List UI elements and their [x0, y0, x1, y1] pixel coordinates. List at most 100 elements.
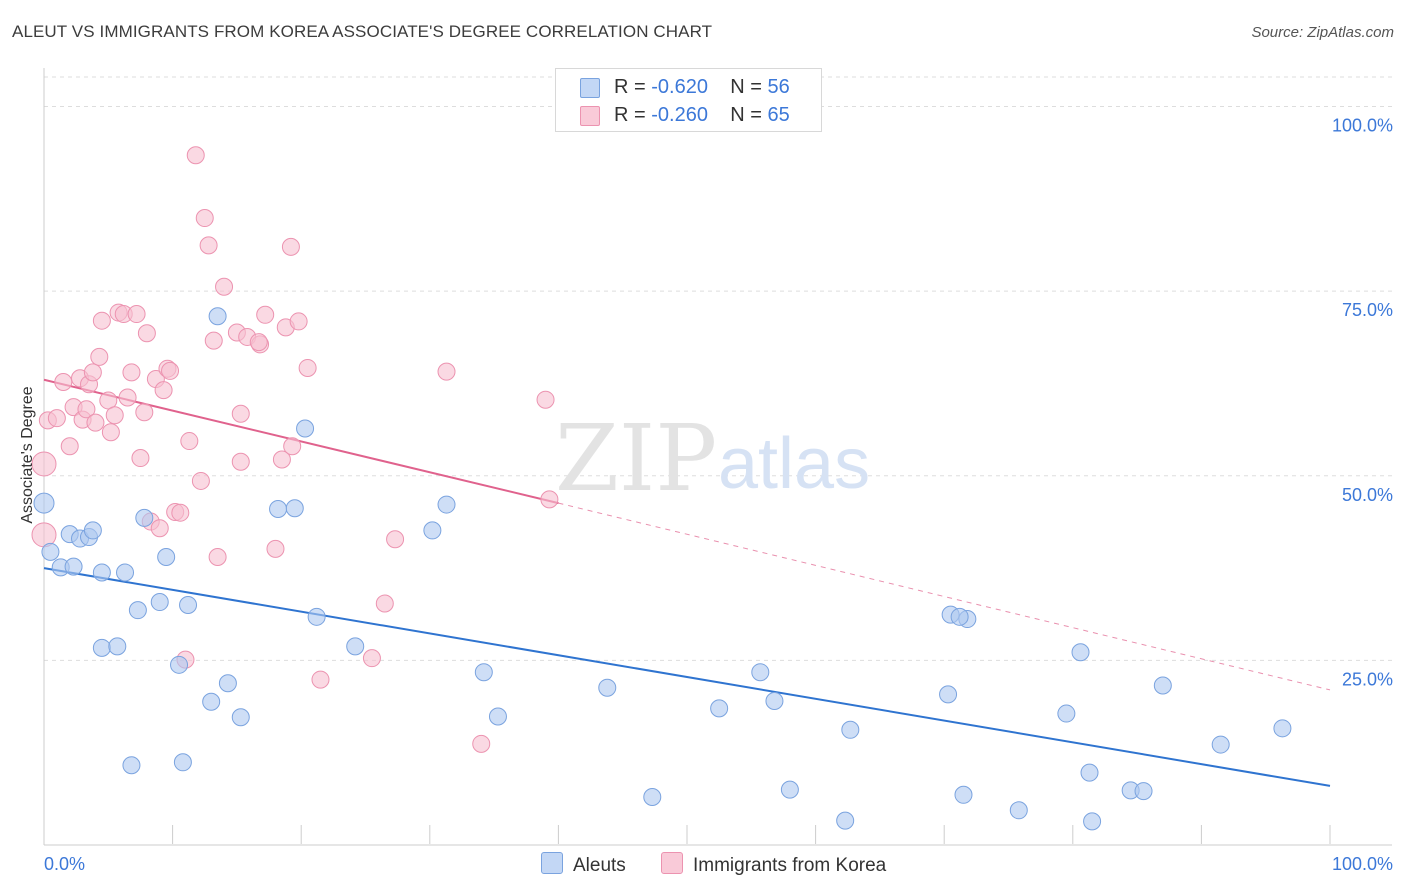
- data-point-aleuts: [83, 521, 102, 540]
- data-point-korea: [137, 324, 156, 343]
- series-aleuts: [33, 307, 1292, 831]
- data-point-korea: [289, 312, 308, 331]
- data-point-aleuts: [765, 692, 784, 710]
- data-point-aleuts: [218, 674, 237, 693]
- data-point-korea: [118, 388, 137, 407]
- data-point-korea: [86, 413, 105, 432]
- legend-n-value: 65: [767, 104, 790, 126]
- data-point-korea: [105, 406, 124, 425]
- data-point-korea: [204, 331, 223, 350]
- data-point-korea: [536, 390, 555, 409]
- data-point-korea: [281, 237, 300, 256]
- data-point-aleuts: [437, 495, 456, 514]
- data-point-aleuts: [1080, 763, 1099, 782]
- data-point-aleuts: [296, 419, 315, 438]
- data-point-aleuts: [116, 563, 135, 582]
- data-point-aleuts: [1071, 643, 1090, 662]
- watermark-zip: ZIP: [555, 405, 717, 512]
- trend-line-dashed: [558, 502, 1331, 691]
- legend-swatch-pink: [580, 106, 600, 126]
- data-point-korea: [199, 236, 218, 255]
- data-point-korea: [171, 503, 190, 522]
- y-tick-label: 100.0%: [1332, 116, 1393, 136]
- data-point-aleuts: [1211, 735, 1230, 754]
- data-point-aleuts: [751, 663, 770, 682]
- data-point-korea: [101, 423, 120, 442]
- data-point-aleuts: [1057, 704, 1076, 723]
- data-point-korea: [54, 372, 73, 391]
- data-point-aleuts: [179, 596, 198, 614]
- data-point-korea: [90, 347, 109, 366]
- data-point-aleuts: [108, 637, 127, 656]
- data-point-aleuts: [710, 699, 729, 718]
- data-point-aleuts: [150, 593, 169, 612]
- data-point-korea: [60, 437, 79, 456]
- data-point-aleuts: [474, 663, 493, 682]
- data-point-aleuts: [269, 500, 288, 518]
- data-point-korea: [186, 146, 205, 165]
- data-point-korea: [437, 362, 456, 381]
- data-point-aleuts: [33, 492, 55, 514]
- data-point-aleuts: [643, 788, 662, 806]
- data-point-korea: [249, 333, 268, 352]
- data-point-korea: [375, 594, 394, 613]
- data-point-aleuts: [939, 685, 958, 704]
- data-point-aleuts: [122, 756, 141, 775]
- data-point-aleuts: [346, 637, 365, 656]
- legend-r-label: R =: [614, 104, 652, 126]
- data-point-korea: [161, 361, 180, 380]
- data-point-korea: [92, 311, 111, 330]
- data-point-korea: [231, 404, 250, 423]
- data-point-korea: [131, 449, 150, 468]
- data-point-korea: [215, 277, 234, 296]
- data-point-korea: [283, 437, 302, 456]
- legend-r-label: R =: [614, 76, 652, 98]
- data-point-aleuts: [841, 720, 860, 739]
- series-immigrants-korea: [31, 146, 559, 753]
- stats-legend: R = -0.620 N = 56 R = -0.260 N = 65: [555, 68, 822, 132]
- data-point-aleuts: [598, 678, 617, 697]
- x-tick-label: 100.0%: [1332, 854, 1393, 874]
- legend-r-value: -0.620: [651, 76, 708, 98]
- watermark-atlas: atlas: [718, 424, 870, 504]
- legend-swatch-blue: [580, 78, 600, 98]
- data-point-korea: [154, 381, 173, 400]
- legend-n-value: 56: [767, 76, 790, 98]
- data-point-korea: [77, 400, 96, 419]
- data-point-korea: [386, 530, 405, 549]
- data-point-korea: [195, 209, 214, 228]
- data-point-aleuts: [64, 557, 83, 576]
- y-tick-label: 50.0%: [1342, 485, 1393, 505]
- data-point-aleuts: [950, 607, 969, 626]
- data-point-aleuts: [954, 785, 973, 804]
- legend-n-label: N =: [730, 76, 768, 98]
- data-point-aleuts: [157, 548, 176, 566]
- bottom-swatch-blue: [541, 852, 563, 874]
- data-point-korea: [180, 432, 199, 451]
- data-point-aleuts: [202, 692, 221, 711]
- legend-n-label: N =: [730, 104, 768, 126]
- data-point-aleuts: [1009, 801, 1028, 820]
- data-point-korea: [83, 363, 102, 382]
- data-point-korea: [135, 403, 154, 422]
- watermark: ZIP atlas: [555, 405, 870, 512]
- data-point-korea: [256, 305, 275, 324]
- data-point-aleuts: [836, 811, 855, 830]
- data-point-aleuts: [1153, 676, 1172, 695]
- source-label: Source: ZipAtlas.com: [1251, 24, 1394, 41]
- bottom-legend-label: Immigrants from Korea: [693, 855, 887, 876]
- data-point-aleuts: [208, 307, 227, 326]
- x-tick-label: 0.0%: [44, 854, 85, 874]
- grid-lines: [44, 76, 1392, 661]
- y-axis-label: Associate's Degree: [19, 386, 36, 524]
- bottom-legend-korea: Immigrants from Korea: [661, 852, 886, 877]
- data-point-korea: [191, 471, 210, 490]
- data-point-aleuts: [1083, 812, 1102, 831]
- bottom-legend-label: Aleuts: [573, 855, 626, 876]
- data-point-korea: [231, 452, 250, 471]
- data-point-aleuts: [307, 607, 326, 626]
- data-point-korea: [47, 409, 66, 428]
- trend-aleuts: [43, 567, 1331, 787]
- data-point-korea: [122, 363, 141, 382]
